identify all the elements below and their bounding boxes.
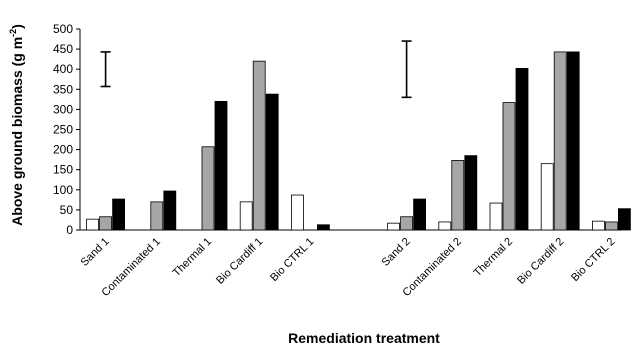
bar (489, 202, 503, 231)
y-axis-title-close: ) (9, 24, 25, 29)
bar (163, 190, 177, 231)
bar (290, 194, 304, 231)
x-category-label: Sand 2 (380, 236, 413, 269)
bar (99, 216, 112, 231)
x-category-label: Bio CTRL 1 (268, 236, 316, 284)
bar (464, 155, 478, 231)
bar (553, 51, 567, 231)
bar (239, 201, 253, 231)
bar (86, 218, 99, 231)
y-tick-label: 400 (53, 62, 73, 76)
y-tick-label: 0 (66, 223, 73, 237)
x-category-label: Thermal 1 (171, 236, 215, 280)
bar (150, 201, 164, 231)
y-tick-label: 150 (53, 163, 73, 177)
x-category-label: Sand 1 (79, 236, 112, 269)
y-tick-label: 300 (53, 102, 73, 116)
y-tick-label: 100 (53, 183, 73, 197)
bar (265, 93, 279, 231)
y-tick-label: 250 (53, 123, 73, 137)
y-tick-label: 450 (53, 42, 73, 56)
y-axis-title-superscript: -2 (8, 29, 18, 37)
y-axis-title: Above ground biomass (g m-2) (8, 24, 25, 226)
bar (387, 222, 401, 231)
x-axis-title: Remediation treatment (288, 330, 440, 346)
bar (618, 208, 631, 231)
bar (451, 160, 465, 231)
x-category-label: Thermal 2 (472, 236, 516, 280)
x-category-label: Bio Cardiff 2 (515, 236, 566, 287)
bar (316, 224, 330, 231)
bar (112, 198, 125, 231)
bar (592, 220, 605, 231)
bar (605, 221, 618, 231)
bar (214, 100, 228, 231)
bar (252, 60, 266, 231)
bar (201, 146, 215, 231)
x-category-label: Bio Cardiff 1 (214, 236, 265, 287)
y-tick-label: 350 (53, 82, 73, 96)
y-axis-title-main: Above ground biomass (g m (9, 37, 25, 226)
bar (502, 102, 516, 231)
bar (400, 216, 414, 231)
bar (566, 51, 580, 231)
x-category-label: Bio CTRL 2 (569, 236, 617, 284)
bar (413, 198, 427, 231)
y-tick-label: 200 (53, 143, 73, 157)
y-tick-label: 50 (60, 203, 74, 217)
y-tick-label: 500 (53, 22, 73, 36)
bar (515, 67, 529, 231)
bar (438, 221, 452, 231)
bar (540, 163, 554, 231)
